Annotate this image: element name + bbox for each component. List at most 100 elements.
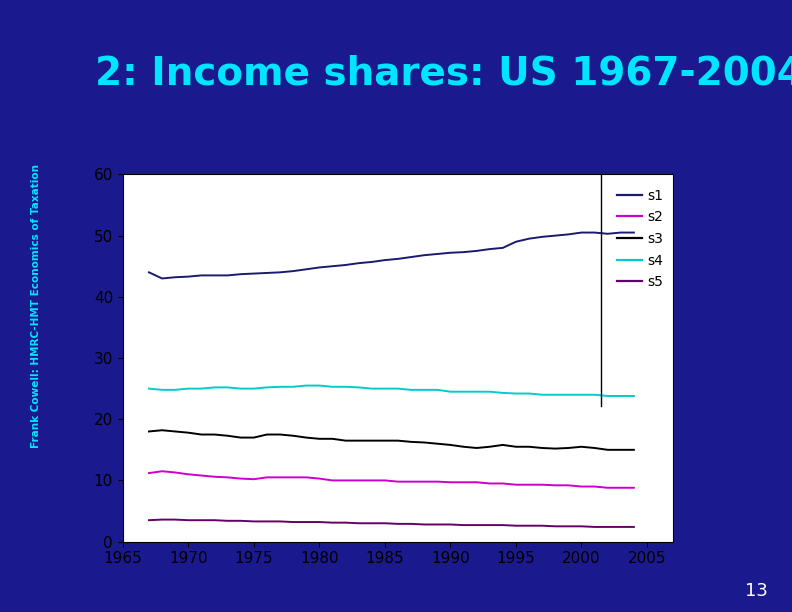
s4 (524, 390, 534, 397)
s4 (367, 385, 376, 392)
s4 (196, 385, 206, 392)
s1 (603, 230, 612, 237)
s5 (564, 523, 573, 530)
s5 (223, 517, 232, 524)
s1 (472, 247, 482, 255)
s3 (420, 439, 429, 446)
s1 (564, 231, 573, 238)
s2 (380, 477, 390, 484)
s2 (616, 484, 626, 491)
s5 (249, 518, 258, 525)
s3 (236, 434, 246, 441)
s4 (223, 384, 232, 391)
s4 (485, 388, 494, 395)
s5 (538, 522, 547, 529)
s2 (603, 484, 612, 491)
s5 (459, 521, 468, 529)
Text: 2: Income shares: US 1967-2004: 2: Income shares: US 1967-2004 (95, 54, 792, 92)
s1 (341, 261, 350, 269)
s5 (406, 520, 416, 528)
s3 (288, 432, 298, 439)
s2 (432, 478, 442, 485)
Line: s5: s5 (149, 520, 634, 527)
s5 (184, 517, 193, 524)
s2 (577, 483, 586, 490)
s4 (446, 388, 455, 395)
s1 (511, 238, 520, 245)
s3 (249, 434, 258, 441)
s5 (196, 517, 206, 524)
s1 (249, 270, 258, 277)
s1 (459, 248, 468, 256)
s4 (472, 388, 482, 395)
s2 (367, 477, 376, 484)
s1 (380, 256, 390, 264)
s1 (393, 255, 402, 263)
s5 (485, 521, 494, 529)
s2 (511, 481, 520, 488)
s4 (354, 384, 364, 391)
s4 (616, 392, 626, 400)
s4 (328, 383, 337, 390)
s5 (524, 522, 534, 529)
s4 (393, 385, 402, 392)
s1 (367, 258, 376, 266)
s5 (603, 523, 612, 531)
s4 (236, 385, 246, 392)
s2 (196, 472, 206, 479)
s5 (367, 520, 376, 527)
s4 (210, 384, 219, 391)
s4 (564, 391, 573, 398)
s3 (577, 443, 586, 450)
s4 (459, 388, 468, 395)
s3 (603, 446, 612, 453)
s3 (262, 431, 272, 438)
Legend: s1, s2, s3, s4, s5: s1, s2, s3, s4, s5 (611, 183, 669, 295)
s2 (144, 469, 154, 477)
s5 (511, 522, 520, 529)
s2 (498, 480, 508, 487)
s1 (498, 244, 508, 252)
s4 (550, 391, 560, 398)
s2 (629, 484, 638, 491)
s5 (314, 518, 324, 526)
s2 (223, 474, 232, 481)
s4 (276, 383, 285, 390)
s4 (302, 382, 311, 389)
s3 (472, 444, 482, 452)
s2 (249, 476, 258, 483)
s3 (354, 437, 364, 444)
s2 (550, 482, 560, 489)
Text: 13: 13 (745, 582, 768, 600)
Text: Frank Cowell: HMRC-HMT Economics of Taxation: Frank Cowell: HMRC-HMT Economics of Taxa… (31, 164, 40, 448)
s5 (420, 521, 429, 528)
s4 (249, 385, 258, 392)
s3 (328, 435, 337, 442)
s5 (432, 521, 442, 528)
s2 (262, 474, 272, 481)
s3 (196, 431, 206, 438)
s1 (184, 273, 193, 280)
s5 (144, 517, 154, 524)
s5 (590, 523, 600, 531)
s5 (629, 523, 638, 531)
s2 (485, 480, 494, 487)
s5 (158, 516, 167, 523)
s3 (170, 428, 180, 435)
s3 (590, 444, 600, 452)
s3 (223, 432, 232, 439)
s2 (420, 478, 429, 485)
s1 (144, 269, 154, 276)
s1 (616, 229, 626, 236)
s3 (276, 431, 285, 438)
s2 (590, 483, 600, 490)
s1 (158, 275, 167, 282)
s1 (223, 272, 232, 279)
s5 (328, 519, 337, 526)
s1 (276, 269, 285, 276)
s3 (511, 443, 520, 450)
s4 (538, 391, 547, 398)
s3 (184, 429, 193, 436)
s3 (406, 438, 416, 446)
s4 (498, 389, 508, 397)
